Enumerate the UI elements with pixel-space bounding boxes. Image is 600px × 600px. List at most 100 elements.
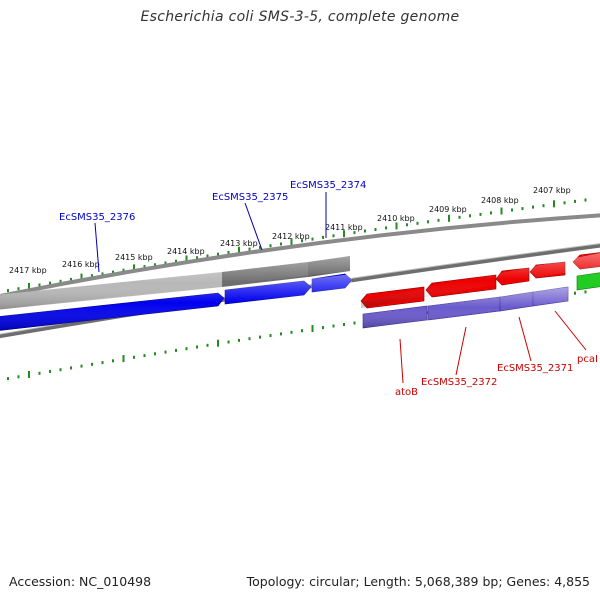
ruler-minor-tick <box>311 237 314 241</box>
ruler-minor-tick <box>238 338 240 342</box>
ruler-minor-tick <box>227 340 230 344</box>
ruler-minor-tick <box>416 221 419 225</box>
ruler-major-tick <box>80 273 83 281</box>
gene-label-EcSMS35_2374[interactable]: EcSMS35_2374 <box>290 180 366 191</box>
leader-line <box>455 326 467 376</box>
ruler-label: 2412 kbp <box>272 232 310 241</box>
ruler-minor-tick <box>322 235 324 239</box>
ruler-label: 2411 kbp <box>325 223 363 232</box>
ruler-minor-tick <box>458 215 461 219</box>
ruler-minor-tick <box>301 239 303 243</box>
reverse-genes <box>360 252 600 309</box>
ruler-minor-tick <box>7 377 9 381</box>
ruler-minor-tick <box>175 348 177 352</box>
bottom-gene-leaders <box>399 310 587 384</box>
genome-summary-text: Topology: circular; Length: 5,068,389 bp… <box>246 574 590 589</box>
ruler-minor-tick <box>437 218 440 222</box>
ruler-minor-tick <box>38 371 41 375</box>
gene-label-EcSMS35_2371[interactable]: EcSMS35_2371 <box>497 363 573 374</box>
upper-ruler <box>7 198 587 293</box>
gene-label-EcSMS35_2375[interactable]: EcSMS35_2375 <box>212 192 288 203</box>
ruler-minor-tick <box>259 245 261 249</box>
ruler-minor-tick <box>248 247 251 251</box>
ruler-minor-tick <box>343 323 345 326</box>
ruler-minor-tick <box>574 291 576 295</box>
ruler-minor-tick <box>196 256 198 260</box>
ruler-minor-tick <box>143 265 146 269</box>
ruler-label: 2416 kbp <box>62 260 100 269</box>
ruler-minor-tick <box>17 375 20 379</box>
ruler-minor-tick <box>59 279 62 283</box>
ruler-minor-tick <box>374 228 377 231</box>
gene-label-pcaI[interactable]: pcaI <box>577 354 598 365</box>
ruler-minor-tick <box>353 321 356 325</box>
gene-label-atoB[interactable]: atoB <box>395 387 418 398</box>
ruler-minor-tick <box>385 226 387 230</box>
ruler-minor-tick <box>259 335 261 339</box>
ruler-minor-tick <box>269 334 272 337</box>
ruler-label: 2414 kbp <box>167 247 205 256</box>
reverse-gene-shade <box>361 253 600 308</box>
purple-shade <box>363 287 568 328</box>
ruler-minor-tick <box>290 330 293 334</box>
ruler-minor-tick <box>584 290 587 294</box>
ruler-label: 2409 kbp <box>429 205 467 214</box>
leader-line <box>399 338 404 384</box>
ruler-minor-tick <box>332 234 335 238</box>
ruler-label: 2410 kbp <box>377 214 415 223</box>
ruler-label: 2408 kbp <box>481 196 519 205</box>
gene-arrow-green-partial[interactable] <box>576 272 600 291</box>
ruler-minor-tick <box>280 332 282 336</box>
ruler-label: 2417 kbp <box>9 266 47 275</box>
ruler-minor-tick <box>584 198 587 202</box>
ruler-minor-tick <box>49 281 51 285</box>
leader-line <box>94 222 100 273</box>
ruler-minor-tick <box>185 347 188 351</box>
gene-label-EcSMS35_2372[interactable]: EcSMS35_2372 <box>421 377 497 388</box>
ruler-major-tick <box>290 238 293 246</box>
ruler-minor-tick <box>469 214 471 218</box>
ruler-minor-tick <box>38 283 41 287</box>
feature-band-grey <box>0 256 350 310</box>
leader-line <box>518 316 532 362</box>
forward-genes <box>0 273 353 331</box>
ruler-minor-tick <box>479 212 482 216</box>
ruler-minor-tick <box>122 268 125 272</box>
ruler-minor-tick <box>101 361 104 365</box>
ruler-major-tick <box>448 214 450 222</box>
ruler-minor-tick <box>269 244 272 248</box>
backbone-upper <box>0 213 600 299</box>
ruler-minor-tick <box>175 259 177 263</box>
reverse-lower-track <box>362 286 569 329</box>
ruler-major-tick <box>217 339 219 347</box>
ruler-minor-tick <box>164 350 167 354</box>
ruler-minor-tick <box>322 326 324 330</box>
ruler-minor-tick <box>143 354 146 358</box>
ruler-minor-tick <box>227 251 230 254</box>
ruler-label: 2407 kbp <box>533 186 571 195</box>
accession-text: Accession: NC_010498 <box>9 574 152 589</box>
ruler-minor-tick <box>563 201 566 205</box>
ruler-minor-tick <box>154 263 156 267</box>
leader-line <box>554 310 587 351</box>
ruler-minor-tick <box>59 368 62 372</box>
ruler-minor-tick <box>70 366 72 370</box>
ruler-major-tick <box>395 222 398 230</box>
gene-label-EcSMS35_2376[interactable]: EcSMS35_2376 <box>59 212 135 223</box>
ruler-minor-tick <box>206 254 209 258</box>
ruler-major-tick <box>311 325 314 333</box>
bottom-gene-labels: atoB EcSMS35_2372 EcSMS35_2371 pcaI <box>395 354 598 398</box>
ruler-minor-tick <box>574 199 576 203</box>
ruler-label: 2413 kbp <box>220 239 258 248</box>
ruler-minor-tick <box>7 289 9 293</box>
ruler-minor-tick <box>280 242 282 246</box>
ruler-minor-tick <box>101 272 104 276</box>
ruler-major-tick <box>500 207 503 215</box>
ruler-minor-tick <box>521 207 524 211</box>
ruler-minor-tick <box>427 220 429 224</box>
ruler-minor-tick <box>112 359 114 363</box>
ruler-minor-tick <box>70 277 72 281</box>
upper-ruler-labels: 2417 kbp 2416 kbp 2415 kbp 2414 kbp 2413… <box>9 186 571 275</box>
ruler-minor-tick <box>364 229 366 233</box>
